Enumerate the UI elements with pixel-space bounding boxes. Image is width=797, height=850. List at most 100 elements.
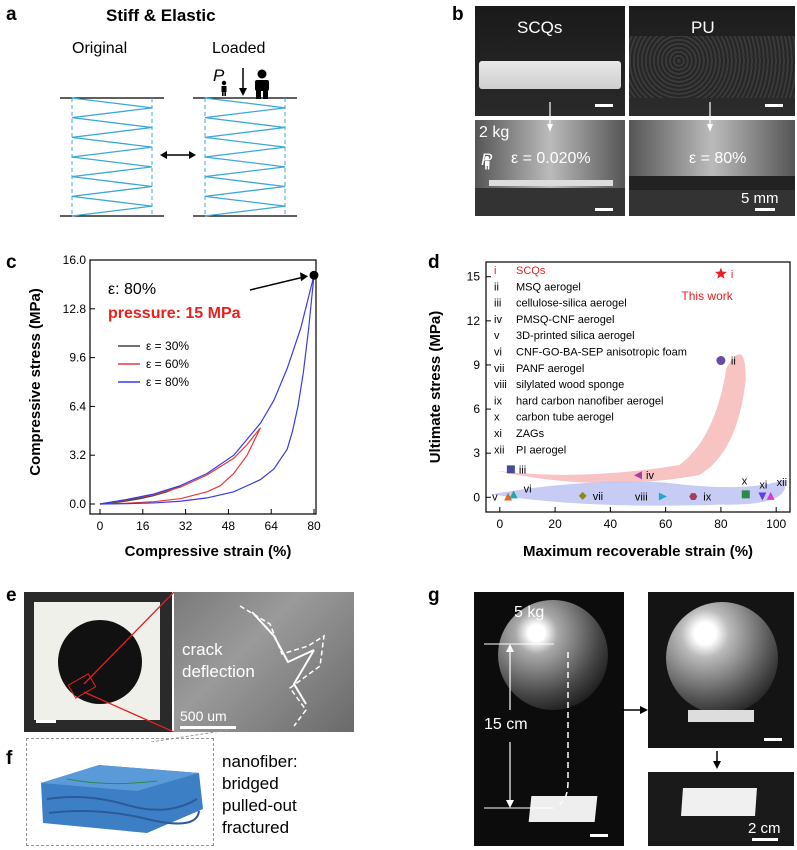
point-vii [578,491,587,500]
panel-e: crack deflection 500 um [24,592,354,732]
legend-label: silylated wood sponge [516,379,624,391]
photo-crack: crack deflection 500 um [174,592,354,732]
label-load: 2 kg [479,124,510,141]
y-tick-label: 0 [473,490,480,504]
scale-bar [180,726,236,729]
photo-scqs-loaded: 2 kg P ε = 0.020% [475,120,625,216]
person-icon [255,69,269,99]
legend-label: CNF-GO-BA-SEP anisotropic foam [516,347,687,359]
tomography-box [26,738,214,846]
panel-d: 0 20 40 60 80 100 0 3 6 9 12 15 Maximum recoverable … [420,250,797,570]
region-low-stress [491,479,786,506]
arrow-down-icon [707,102,713,132]
x-tick-label: 60 [659,517,673,531]
fiber-network-3d [41,765,203,833]
double-arrow-icon [160,151,196,159]
point-x [741,490,750,499]
x-tick-label: 16 [136,519,150,533]
label-crack: crack [182,640,223,659]
y-tick-label: 3 [473,446,480,460]
point-label: viii [635,492,648,504]
arrow-down-icon [713,751,721,769]
photo-sample [24,592,172,732]
y-tick-label: 6 [473,402,480,416]
photo-pu-loaded: ε = 80% 5 mm [629,120,795,216]
panel-label-a: a [6,4,17,25]
plot-frame [89,259,317,515]
point-label: vi [524,483,532,495]
legend-label: ε = 30% [146,339,189,353]
annot-arrow [249,275,308,291]
panel-f: nanofiber: bridged pulled-out fractured [26,738,326,846]
label-original: Original [72,40,128,57]
pu-compressed [629,176,795,190]
x-axis-label: Compressive strain (%) [125,543,292,560]
panel-label-e: e [6,585,17,606]
legend-number: i [494,265,496,277]
point-iii [506,465,515,474]
legend-label: cellulose-silica aerogel [516,298,627,310]
base-plate [629,190,795,216]
annot-pressure: pressure: 15 MPa [108,305,241,322]
legend-label: PI aerogel [516,444,566,456]
legend-number: vii [494,363,504,375]
spring-coil [71,97,153,217]
spring-coil [204,97,286,217]
point-xii [766,491,775,500]
pressure-symbol: P [213,66,225,85]
point-label: x [742,475,748,487]
legend-number: vi [494,347,502,359]
x-tick-label: 20 [548,517,562,531]
scale-bar [595,104,613,107]
point-vi [509,490,518,499]
annot-strain: ε: 80% [108,281,156,298]
scale-bar [752,838,778,841]
caption-2: bridged [222,774,279,793]
point-ix [689,493,698,501]
photo-after: 2 cm [648,772,794,846]
series-line [99,427,262,505]
point-label: ix [703,492,711,504]
legend-label: PANF aerogel [516,363,584,375]
legend-label: SCQs [516,265,546,277]
y-axis-label: Compressive stress (MPa) [27,288,44,476]
chart-c: ε: 80% pressure: 15 MPa 0 16 32 48 64 80 0.0 3.… [27,253,321,560]
scqs-compressed [489,180,613,186]
sample-under-ball [688,710,754,722]
pu-sample [629,36,795,98]
scale-bar [36,720,56,723]
photo-drop: 5 kg 15 cm [474,592,624,846]
caption-4: fractured [222,818,290,837]
label-loaded: Loaded [212,40,266,57]
y-tick-label: 16.0 [63,253,87,267]
legend-number: viii [494,379,507,391]
point-iv [634,471,642,480]
this-work-label: This work [681,289,733,303]
y-tick-label: 15 [467,270,481,284]
scale-label: 500 um [180,708,227,724]
x-tick-label: 100 [766,517,786,531]
series-line [99,275,315,505]
x-tick-label: 0 [97,519,104,533]
drop-path-icon [559,652,569,805]
sample-after [681,788,757,816]
strain-scqs: ε = 0.020% [511,150,591,167]
zoom-line [83,691,175,732]
scale-bar [765,104,783,107]
load-arrow-icon [239,68,247,96]
x-tick-label: 0 [496,517,503,531]
panel-label-g: g [428,585,440,606]
scale-bar [595,208,613,211]
scale-bar [590,834,608,837]
legend-label: MSQ aerogel [516,281,581,293]
panel-e-overlay [83,592,325,732]
legend-number: x [494,412,500,424]
point-label: vii [593,491,603,503]
point-i [715,267,727,279]
panel-f-connector [150,729,229,742]
panel-c: ε: 80% pressure: 15 MPa 0 16 32 48 64 80 0.0 3.… [0,250,330,570]
point-label: iii [519,464,526,476]
label-deflection: deflection [182,662,255,681]
point-label: v [492,492,498,504]
panel-label-b: b [452,4,464,25]
